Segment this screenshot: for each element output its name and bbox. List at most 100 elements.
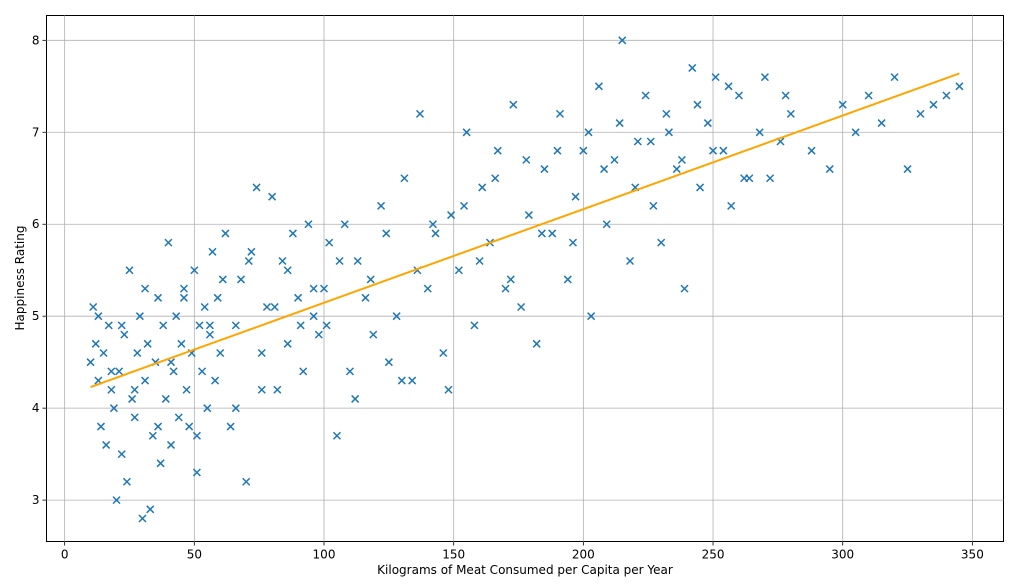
data-point-stroke bbox=[208, 247, 217, 256]
data-point bbox=[198, 367, 207, 376]
data-point bbox=[506, 275, 515, 284]
data-point-stroke bbox=[190, 266, 199, 275]
data-point bbox=[877, 119, 886, 128]
data-point bbox=[462, 128, 471, 137]
data-point bbox=[172, 312, 181, 321]
data-point bbox=[672, 165, 681, 174]
data-point-stroke bbox=[755, 128, 764, 137]
data-point bbox=[213, 293, 222, 302]
data-point bbox=[192, 431, 201, 440]
data-point bbox=[353, 256, 362, 266]
data-point-stroke bbox=[955, 82, 964, 91]
data-point bbox=[107, 385, 116, 394]
data-point bbox=[626, 256, 635, 266]
data-point-stroke bbox=[384, 358, 393, 367]
data-point bbox=[138, 514, 147, 523]
data-point bbox=[208, 247, 217, 256]
data-point bbox=[309, 284, 318, 293]
data-point-stroke bbox=[781, 91, 790, 100]
data-point bbox=[408, 376, 417, 385]
data-point-stroke bbox=[177, 339, 186, 348]
x-tick-label: 350 bbox=[961, 548, 984, 562]
data-point bbox=[786, 109, 795, 118]
data-point-stroke bbox=[179, 293, 188, 302]
data-point-stroke bbox=[825, 165, 834, 174]
data-point bbox=[299, 367, 308, 376]
data-point bbox=[555, 109, 565, 118]
data-point-stroke bbox=[641, 91, 650, 100]
data-point-stroke bbox=[568, 238, 578, 247]
data-point bbox=[96, 422, 105, 431]
data-point-stroke bbox=[148, 431, 157, 440]
data-point bbox=[444, 385, 453, 394]
data-point bbox=[325, 238, 334, 247]
ticks-layer: 0 50 100 150 200 250 300 350 3 4 5 6 7 8 bbox=[32, 33, 984, 561]
data-point-stroke bbox=[262, 302, 271, 312]
data-point bbox=[377, 201, 386, 210]
data-point bbox=[563, 275, 572, 284]
data-point-stroke bbox=[351, 394, 360, 403]
data-point-stroke bbox=[133, 348, 142, 358]
data-point-stroke bbox=[205, 330, 214, 339]
data-point-stroke bbox=[200, 302, 209, 312]
data-point bbox=[807, 146, 816, 155]
data-point bbox=[156, 459, 165, 468]
data-point-stroke bbox=[115, 367, 124, 376]
data-point bbox=[115, 367, 124, 376]
data-point bbox=[677, 155, 686, 164]
trend-line bbox=[90, 72, 960, 388]
data-point-stroke bbox=[156, 459, 165, 468]
data-point-stroke bbox=[283, 266, 292, 275]
data-point bbox=[247, 247, 256, 256]
data-point bbox=[153, 422, 163, 431]
data-point-stroke bbox=[548, 229, 557, 238]
data-point bbox=[153, 293, 163, 302]
data-point bbox=[509, 100, 518, 109]
data-point bbox=[244, 256, 253, 266]
data-point bbox=[890, 73, 899, 82]
data-point bbox=[727, 201, 736, 210]
data-point-stroke bbox=[166, 440, 176, 449]
data-point bbox=[332, 431, 342, 440]
data-point bbox=[680, 284, 689, 293]
data-point bbox=[133, 348, 142, 358]
data-point-stroke bbox=[299, 367, 308, 376]
data-point-stroke bbox=[125, 266, 134, 275]
data-point bbox=[615, 119, 624, 128]
data-point bbox=[369, 330, 378, 339]
data-point-stroke bbox=[415, 109, 424, 118]
data-point-stroke bbox=[270, 302, 279, 312]
data-point-stroke bbox=[524, 211, 533, 220]
data-point bbox=[262, 302, 271, 312]
data-point bbox=[159, 321, 168, 330]
data-point-stroke bbox=[563, 275, 572, 284]
data-point bbox=[236, 275, 246, 284]
y-tick-label: 7 bbox=[32, 125, 40, 139]
data-point-stroke bbox=[444, 385, 453, 394]
data-point bbox=[192, 468, 201, 477]
data-point bbox=[493, 146, 502, 155]
data-point bbox=[257, 385, 266, 394]
data-point bbox=[169, 367, 178, 376]
data-point-stroke bbox=[182, 385, 191, 394]
data-point-stroke bbox=[571, 192, 580, 201]
data-point-stroke bbox=[128, 394, 137, 403]
data-point-stroke bbox=[268, 192, 277, 201]
data-point-stroke bbox=[211, 376, 220, 385]
data-point-stroke bbox=[130, 385, 139, 394]
data-point-stroke bbox=[153, 293, 163, 302]
data-point-stroke bbox=[192, 431, 201, 440]
data-point-stroke bbox=[332, 431, 342, 440]
data-point bbox=[345, 367, 354, 376]
data-point-stroke bbox=[431, 229, 440, 238]
data-point-stroke bbox=[760, 73, 769, 82]
data-point bbox=[649, 201, 658, 210]
data-point bbox=[120, 330, 129, 339]
data-point-stroke bbox=[462, 128, 471, 137]
data-point-stroke bbox=[397, 376, 406, 385]
data-point-stroke bbox=[216, 348, 225, 358]
data-point bbox=[618, 36, 627, 45]
data-point-stroke bbox=[141, 376, 150, 385]
data-point bbox=[270, 302, 279, 312]
